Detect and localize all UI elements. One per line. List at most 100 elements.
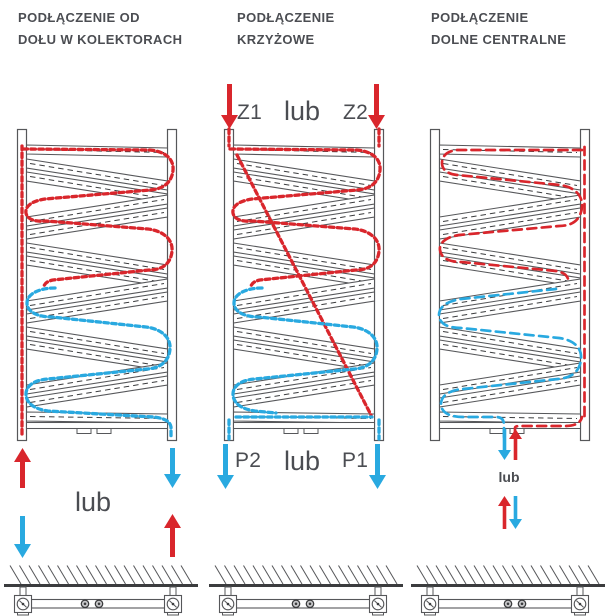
valve-center (226, 602, 230, 606)
arrow-shape (13, 448, 31, 488)
arrow-shape (367, 84, 385, 129)
supply-arrow-up (13, 448, 31, 488)
center-port-dot (97, 602, 101, 606)
title-line: DOLNE CENTRALNE (431, 32, 567, 47)
title-line: PODŁĄCZENIE OD (18, 10, 140, 25)
bar-centerline (236, 199, 372, 222)
diagram-title-bottom-center: PODŁĄCZENIE DOLNE CENTRALNE (431, 7, 566, 51)
wall-hatch-line (57, 565, 69, 585)
diagram-title-bottom-collectors: PODŁĄCZENIE OD DOŁU W KOLEKTORACH (18, 7, 182, 51)
return-arrow-down (13, 516, 31, 558)
arrow-shape (216, 444, 234, 489)
center-connection-tab (303, 428, 319, 434)
arrow-shape (13, 516, 31, 558)
arrow-shape (368, 444, 386, 489)
bottom-rail (25, 421, 169, 430)
wall-hatch-line (559, 565, 571, 585)
bar-centerline (442, 176, 578, 199)
bar-centerline (236, 331, 372, 354)
wall-hatch-line (9, 565, 22, 585)
return-arrow-down (508, 496, 522, 529)
wall-hatch-line (416, 565, 429, 585)
wall-hatch-line (271, 565, 284, 585)
wall-hatch-line (214, 565, 227, 585)
valve-foot (574, 612, 586, 616)
bar-centerline (236, 176, 372, 199)
wall-hatch-line (347, 565, 360, 585)
wall-hatch-line (66, 565, 79, 585)
wall-hatch-line (19, 565, 31, 585)
title-line: PODŁĄCZENIE (431, 10, 529, 25)
wall-surface-line (411, 584, 605, 587)
bar-centerline (29, 331, 165, 354)
wall-hatch-line (511, 565, 524, 585)
valve-head (573, 597, 587, 611)
radiator-wall-mount-side-view (411, 565, 605, 616)
bar-centerline (442, 247, 578, 270)
bar-centerline (442, 416, 578, 419)
center-connection-tab (76, 428, 92, 434)
bar-centerline (29, 380, 165, 403)
supply-arrow-up (163, 514, 181, 557)
bar-centerline (236, 367, 372, 390)
title-line: DOŁU W KOLEKTORACH (18, 32, 183, 47)
or-label: lub (283, 96, 321, 126)
wall-hatch-line (426, 565, 438, 585)
wall-hatch-line (357, 565, 369, 585)
valve-center (428, 602, 432, 606)
supply-arrow-down (220, 84, 238, 129)
wall-hatch-line (104, 565, 117, 585)
wall-hatch-line (540, 565, 552, 585)
wall-hatch-line (328, 565, 341, 585)
center-connection-tab (96, 428, 112, 434)
wall-hatch-line (309, 565, 322, 585)
wall-hatch-line (38, 565, 50, 585)
center-port-dot (83, 602, 87, 606)
left-collector (429, 128, 441, 442)
bar-centerline (236, 247, 372, 270)
supply-arrow-up (497, 496, 511, 529)
wall-hatch-line (319, 565, 331, 585)
valve-foot (167, 612, 179, 616)
center-port-dot (506, 602, 510, 606)
valve-foot (424, 612, 436, 616)
arrow-shape (508, 496, 522, 529)
wall-hatch-line (123, 565, 136, 585)
bar-centerline (442, 260, 578, 283)
supply-flow-line (513, 415, 584, 436)
bar-centerline (29, 212, 165, 235)
bar-centerline (442, 344, 578, 367)
bar-centerline (29, 367, 165, 390)
bar-centerline (29, 260, 165, 283)
title-line: PODŁĄCZENIE (237, 10, 335, 25)
wall-hatch-line (76, 565, 88, 585)
radiator-wall-mount-side-view (4, 565, 198, 616)
wall-hatch-line (385, 565, 398, 585)
arrow-shape (497, 496, 511, 529)
bar-centerline (236, 163, 372, 186)
or-label: lub (283, 446, 321, 476)
wall-hatch-line (180, 565, 193, 585)
return-flow-line (231, 286, 379, 415)
or-label: lub (498, 469, 520, 485)
center-connection-tab (283, 428, 299, 434)
radiator-front-view (16, 128, 178, 442)
or-label: lub (74, 487, 112, 517)
bar-centerline (29, 163, 165, 186)
valve-center (376, 602, 380, 606)
wall-hatch-line (578, 565, 590, 585)
wall-hatch-line (262, 565, 274, 585)
bar-centerline (236, 296, 372, 319)
arrow-shape (163, 514, 181, 557)
radiator-front-view (429, 128, 591, 442)
wall-hatch-line (95, 565, 107, 585)
arrow-shape (220, 84, 238, 129)
wall-hatch-line (464, 565, 476, 585)
return-arrow-down (497, 429, 511, 460)
center-port-dot (308, 602, 312, 606)
valve-head (371, 597, 385, 611)
wall-hatch-line (549, 565, 562, 585)
bar-centerline (236, 283, 372, 306)
bar-centerline (442, 296, 578, 319)
